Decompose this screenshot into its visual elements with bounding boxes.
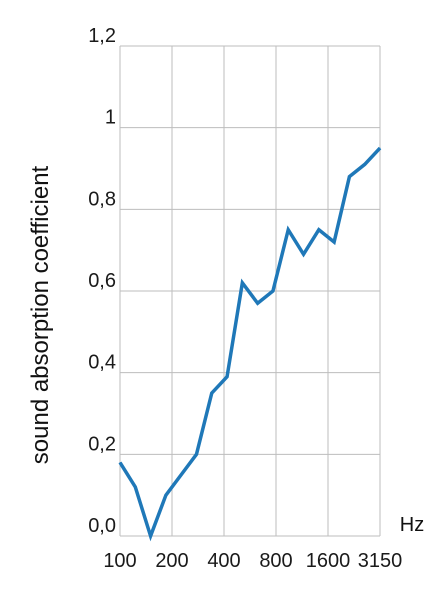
data-point xyxy=(135,487,136,488)
data-point xyxy=(227,376,228,377)
series-line xyxy=(120,148,380,536)
y-tick-label: 0,4 xyxy=(88,352,116,374)
y-tick-label: 0,8 xyxy=(88,188,116,210)
data-point xyxy=(181,474,182,475)
y-tick-label: 0,0 xyxy=(88,515,116,537)
data-point xyxy=(165,495,166,496)
data-point xyxy=(303,254,304,255)
data-point xyxy=(150,536,151,537)
data-point xyxy=(242,282,243,283)
y-axis-label: sound absorption coefficient xyxy=(27,165,54,464)
data-point xyxy=(349,176,350,177)
data-point xyxy=(318,229,319,230)
data-point xyxy=(257,303,258,304)
y-tick-label: 0,2 xyxy=(88,433,116,455)
x-tick-label: 100 xyxy=(103,550,136,572)
x-tick-label: 1600 xyxy=(306,550,351,572)
y-tick-label: 1 xyxy=(105,107,116,129)
data-point xyxy=(120,462,121,463)
data-point xyxy=(272,291,273,292)
x-axis-ticks: 100 200 400 800 1600 3150 xyxy=(103,550,402,572)
series-group xyxy=(120,148,381,537)
x-tick-label: 3150 xyxy=(358,550,403,572)
y-tick-label: 1,2 xyxy=(88,25,116,47)
x-tick-label: 400 xyxy=(207,550,240,572)
data-point xyxy=(288,229,289,230)
x-tick-label: 800 xyxy=(259,550,292,572)
y-axis-ticks: 0,0 0,2 0,4 0,6 0,8 1 1,2 xyxy=(88,25,116,537)
data-point xyxy=(364,164,365,165)
x-axis-label: Hz xyxy=(400,514,424,536)
data-point xyxy=(196,454,197,455)
data-point xyxy=(211,393,212,394)
data-point xyxy=(334,242,335,243)
data-point xyxy=(380,148,381,149)
y-tick-label: 0,6 xyxy=(88,270,116,292)
x-tick-label: 200 xyxy=(155,550,188,572)
